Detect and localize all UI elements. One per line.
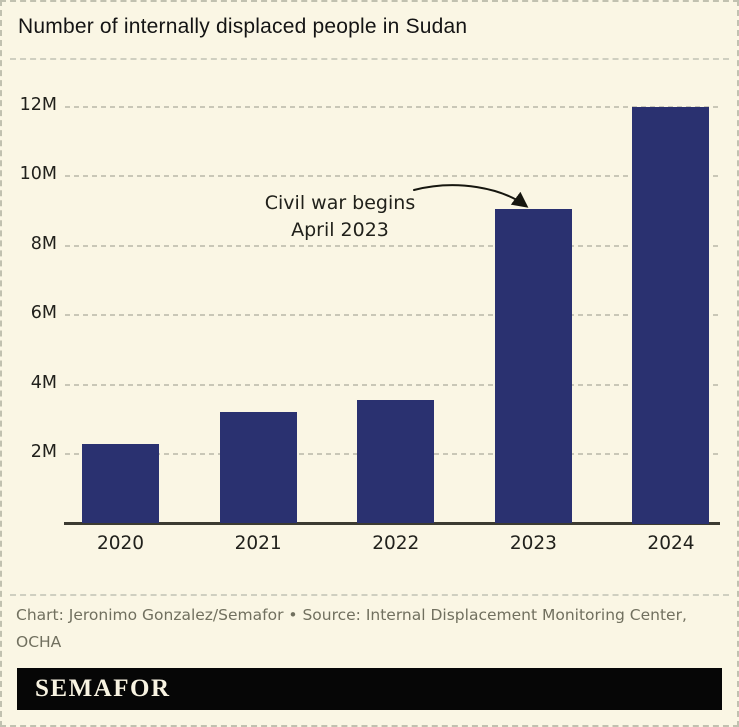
x-tick-label: 2022 [372, 533, 420, 554]
chart-title: Number of internally displaced people in… [18, 15, 468, 38]
footer-separator [10, 594, 729, 596]
semafor-wordmark: SEMAFOR [35, 675, 171, 702]
bar-2022 [357, 400, 435, 524]
y-tick-label: 4M [30, 372, 57, 393]
annotation-line-1: Civil war begins [264, 192, 416, 214]
x-tick-label: 2023 [509, 533, 557, 554]
semafor-logo-bar: SEMAFOR [17, 668, 722, 710]
gridline-6M [65, 314, 720, 316]
annotation-line-2: April 2023 [291, 219, 389, 241]
bar-2020 [82, 443, 159, 524]
x-tick-label: 2024 [647, 533, 695, 554]
gridline-12M [65, 105, 720, 108]
y-tick-label: 10M [19, 164, 57, 184]
gridline-10M [65, 175, 720, 177]
bar-2023 [494, 209, 572, 524]
y-tick-label: 12M [19, 94, 57, 115]
y-tick-label: 6M [30, 303, 57, 323]
y-tick-label: 8M [30, 233, 57, 254]
gridline-8M [65, 244, 720, 247]
title-separator [10, 58, 729, 60]
x-tick-label: 2020 [96, 533, 145, 554]
y-tick-label: 2M [30, 442, 57, 462]
annotation-civil-war: Civil war begins April 2023 [242, 190, 438, 244]
gridline-4M [65, 383, 720, 386]
bar-2021 [219, 412, 297, 524]
annotation-arrow-icon [413, 184, 529, 208]
chart-credit: Chart: Jeronimo Gonzalez/Semafor • Sourc… [16, 606, 687, 651]
x-tick-label: 2021 [234, 533, 282, 554]
bar-2024 [632, 106, 710, 524]
